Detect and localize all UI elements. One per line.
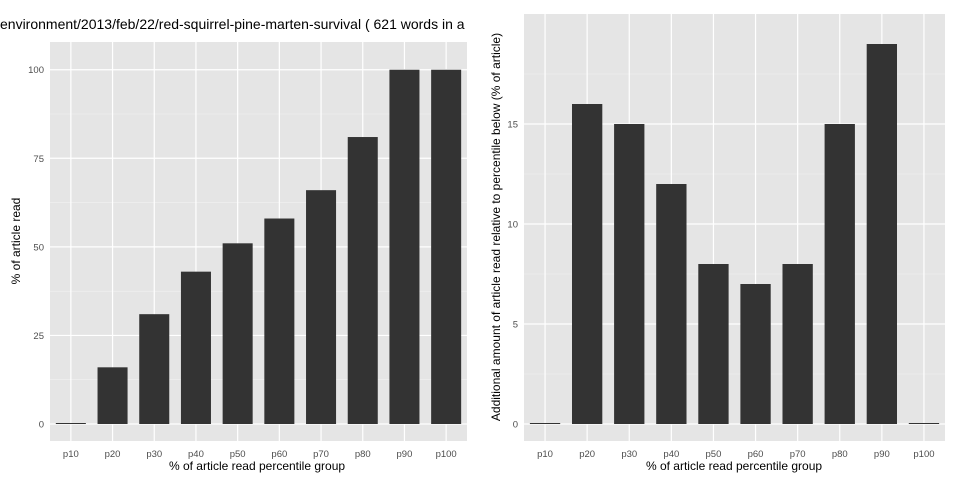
x-tick-label: p80 <box>832 449 848 460</box>
bar-p60 <box>264 218 295 424</box>
y-tick-label: 10 <box>507 220 518 231</box>
bar-p90 <box>866 44 898 424</box>
bar-p100 <box>908 423 940 424</box>
bar-p100 <box>431 69 462 424</box>
x-tick-label: p30 <box>621 449 637 460</box>
y-tick-label: 15 <box>507 120 518 131</box>
x-tick-label: p60 <box>271 449 287 460</box>
y-tick-label: 25 <box>33 331 44 342</box>
y-axis-label: % of article read <box>9 198 23 285</box>
bar-p60 <box>740 284 771 424</box>
bar-p40 <box>180 271 211 424</box>
x-tick-label: p100 <box>436 449 457 460</box>
bars <box>55 69 462 424</box>
bar-p30 <box>139 314 170 424</box>
y-tick-labels: 0 25 50 75 100 <box>28 65 44 430</box>
x-tick-label: p10 <box>537 449 553 460</box>
bar-p50 <box>698 264 729 424</box>
x-tick-label: p50 <box>706 449 722 460</box>
x-tick-label: p70 <box>313 449 329 460</box>
x-tick-label: p90 <box>397 449 413 460</box>
x-tick-label: p30 <box>146 449 162 460</box>
y-axis-label: Additional amount of article read relati… <box>489 33 503 421</box>
chart-title: environment/2013/feb/22/red-squirrel-pin… <box>0 16 465 32</box>
x-tick-label: p10 <box>63 449 79 460</box>
x-tick-label: p80 <box>355 449 371 460</box>
x-tick-label: p40 <box>188 449 204 460</box>
bars <box>529 44 940 424</box>
bar-p70 <box>782 264 813 424</box>
y-tick-label: 100 <box>28 65 44 76</box>
x-tick-label: p50 <box>230 449 246 460</box>
bar-p80 <box>347 137 378 424</box>
bar-p10 <box>55 423 86 424</box>
x-tick-label: p20 <box>579 449 595 460</box>
x-tick-label: p20 <box>105 449 121 460</box>
x-tick-labels: p10 p20 p30 p40 p50 p60 p70 p80 p90 p100 <box>63 449 457 460</box>
bar-p90 <box>389 69 420 424</box>
bar-p80 <box>824 124 855 424</box>
x-tick-label: p40 <box>663 449 679 460</box>
y-tick-label: 75 <box>33 154 44 165</box>
y-tick-label: 0 <box>513 420 518 431</box>
x-tick-label: p90 <box>874 449 890 460</box>
bar-p50 <box>222 243 253 424</box>
bar-p70 <box>306 190 337 424</box>
bar-p40 <box>656 184 687 424</box>
y-tick-label: 50 <box>33 242 44 253</box>
bar-p20 <box>97 367 128 424</box>
bar-p10 <box>529 423 561 424</box>
x-tick-label: p70 <box>790 449 806 460</box>
y-tick-labels: 0 5 10 15 <box>507 120 518 431</box>
y-tick-label: 5 <box>513 320 518 331</box>
x-axis-label: % of article read percentile group <box>646 459 822 473</box>
y-tick-label: 0 <box>39 420 44 431</box>
x-axis-label: % of article read percentile group <box>169 459 345 473</box>
chart-additional-read: 0 5 10 15 p10 p20 p30 p40 p50 p60 p70 p80 p90 p100 %… <box>489 14 945 473</box>
x-tick-label: p60 <box>748 449 764 460</box>
bar-p20 <box>571 104 603 424</box>
chart-percent-read: environment/2013/feb/22/red-squirrel-pin… <box>0 16 467 473</box>
x-tick-labels: p10 p20 p30 p40 p50 p60 p70 p80 p90 p100 <box>537 449 934 460</box>
bar-p30 <box>614 124 645 424</box>
x-tick-label: p100 <box>913 449 934 460</box>
